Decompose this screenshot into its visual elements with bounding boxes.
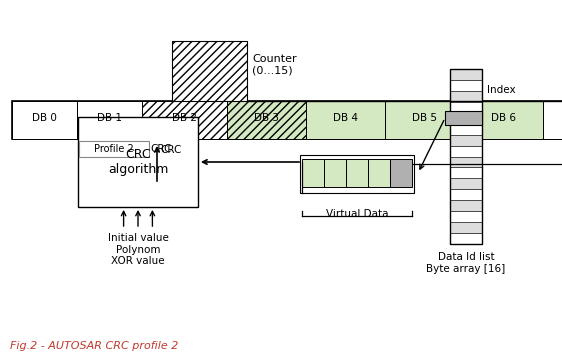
Bar: [306, 101, 385, 139]
Text: CRC: CRC: [160, 145, 182, 155]
Bar: [450, 157, 482, 167]
Bar: [450, 178, 482, 189]
Bar: [368, 159, 390, 187]
Bar: [450, 113, 482, 124]
Bar: [450, 145, 482, 157]
Bar: [78, 117, 198, 207]
Bar: [390, 159, 412, 187]
Text: DB 3: DB 3: [254, 113, 279, 123]
Bar: [450, 189, 482, 200]
Text: DB 2: DB 2: [172, 113, 197, 123]
Bar: [77, 101, 142, 139]
Text: DB 4: DB 4: [333, 113, 358, 123]
Text: Fig.2 - AUTOSAR CRC profile 2: Fig.2 - AUTOSAR CRC profile 2: [10, 341, 178, 351]
Bar: [302, 159, 324, 187]
Text: Data Id list
Byte array [16]: Data Id list Byte array [16]: [427, 252, 506, 274]
Bar: [464, 101, 543, 139]
Bar: [12, 101, 77, 139]
Bar: [227, 101, 306, 139]
Bar: [450, 211, 482, 222]
Bar: [172, 41, 247, 101]
Bar: [450, 135, 482, 145]
Bar: [142, 101, 227, 139]
Text: Profile 2: Profile 2: [94, 144, 134, 154]
Bar: [227, 101, 306, 139]
Text: Index: Index: [487, 85, 515, 95]
Bar: [300, 155, 414, 193]
Bar: [450, 167, 482, 178]
Bar: [450, 69, 482, 244]
Bar: [450, 222, 482, 233]
Text: DB 1: DB 1: [97, 113, 122, 123]
Bar: [79, 141, 149, 157]
Bar: [450, 69, 482, 80]
Text: Virtual Data: Virtual Data: [326, 209, 388, 219]
Text: DB 5: DB 5: [412, 113, 437, 123]
Bar: [543, 101, 562, 139]
Bar: [445, 111, 482, 125]
Bar: [346, 159, 368, 187]
Bar: [450, 102, 482, 113]
Bar: [450, 200, 482, 211]
Text: CRC
algorithm: CRC algorithm: [108, 148, 168, 176]
Text: Counter
(0...15): Counter (0...15): [252, 54, 297, 76]
Bar: [450, 233, 482, 244]
Bar: [450, 91, 482, 102]
Bar: [12, 101, 562, 139]
Bar: [385, 101, 464, 139]
Text: DB 0: DB 0: [32, 113, 57, 123]
Bar: [450, 80, 482, 91]
Bar: [324, 159, 346, 187]
Bar: [450, 124, 482, 135]
Text: CRC: CRC: [150, 144, 171, 154]
Text: DB 6: DB 6: [491, 113, 516, 123]
Text: Initial value
Polynom
XOR value: Initial value Polynom XOR value: [107, 233, 169, 266]
